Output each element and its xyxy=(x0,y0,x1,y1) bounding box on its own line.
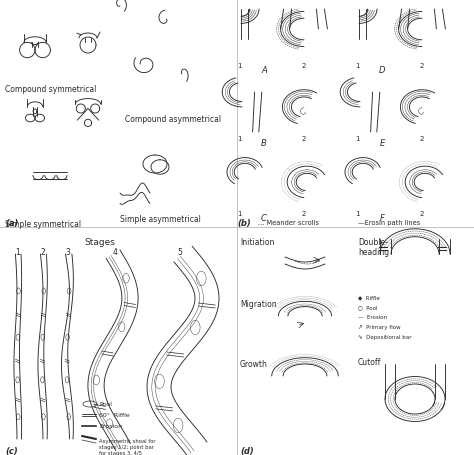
Text: 1: 1 xyxy=(237,211,241,217)
Text: A: A xyxy=(261,66,267,75)
Text: Growth: Growth xyxy=(240,359,268,368)
Text: 2: 2 xyxy=(420,63,424,69)
Text: 60°  Riffle: 60° Riffle xyxy=(99,413,130,418)
Text: Stages: Stages xyxy=(84,238,116,247)
Text: Simple symmetrical: Simple symmetrical xyxy=(5,219,81,228)
Text: Compound symmetrical: Compound symmetrical xyxy=(5,85,96,94)
Text: 3: 3 xyxy=(65,248,71,257)
Text: 1: 1 xyxy=(237,136,241,142)
Text: ... Meander scrolls: ... Meander scrolls xyxy=(258,219,319,226)
Text: —Erosin path lines: —Erosin path lines xyxy=(358,219,420,226)
Text: Migration: Migration xyxy=(240,299,277,308)
Text: F: F xyxy=(380,213,384,222)
Text: ○  Pool: ○ Pool xyxy=(358,304,377,309)
Text: (a): (a) xyxy=(5,218,18,228)
Text: E: E xyxy=(379,139,384,148)
Text: B: B xyxy=(261,139,267,148)
Text: 4: 4 xyxy=(112,248,118,257)
Text: —  Erosion: — Erosion xyxy=(358,314,387,319)
Text: Erosion: Erosion xyxy=(99,424,122,429)
Text: ↗  Primary flow: ↗ Primary flow xyxy=(358,324,401,329)
Text: (d): (d) xyxy=(240,446,254,455)
Text: ◆  Riffle: ◆ Riffle xyxy=(358,294,380,299)
Text: Double-
heading: Double- heading xyxy=(358,238,389,257)
Text: 1: 1 xyxy=(16,248,20,257)
Text: Pool: Pool xyxy=(99,402,112,407)
Text: (c): (c) xyxy=(5,446,18,455)
Text: Cutoff: Cutoff xyxy=(358,357,382,366)
Text: Compound asymmetrical: Compound asymmetrical xyxy=(125,115,221,124)
Text: 2: 2 xyxy=(420,211,424,217)
Text: ∿  Depositional bar: ∿ Depositional bar xyxy=(358,334,411,339)
Text: 2: 2 xyxy=(41,248,46,257)
Text: 2: 2 xyxy=(302,63,306,69)
Text: D: D xyxy=(379,66,385,75)
Text: Asymmetric shoal for
stages 1/2; point bar
for stages 3, 4/5: Asymmetric shoal for stages 1/2; point b… xyxy=(99,438,155,455)
Text: 5: 5 xyxy=(178,248,182,257)
Text: 1: 1 xyxy=(355,211,359,217)
Text: 2: 2 xyxy=(302,136,306,142)
Text: 2: 2 xyxy=(420,136,424,142)
Text: 1: 1 xyxy=(237,63,241,69)
Text: Initiation: Initiation xyxy=(240,238,274,247)
Text: (b): (b) xyxy=(237,218,251,228)
Text: Simple asymmetrical: Simple asymmetrical xyxy=(120,214,201,223)
Text: 2: 2 xyxy=(302,211,306,217)
Text: 1: 1 xyxy=(355,136,359,142)
Text: 1: 1 xyxy=(355,63,359,69)
Text: C: C xyxy=(261,213,267,222)
